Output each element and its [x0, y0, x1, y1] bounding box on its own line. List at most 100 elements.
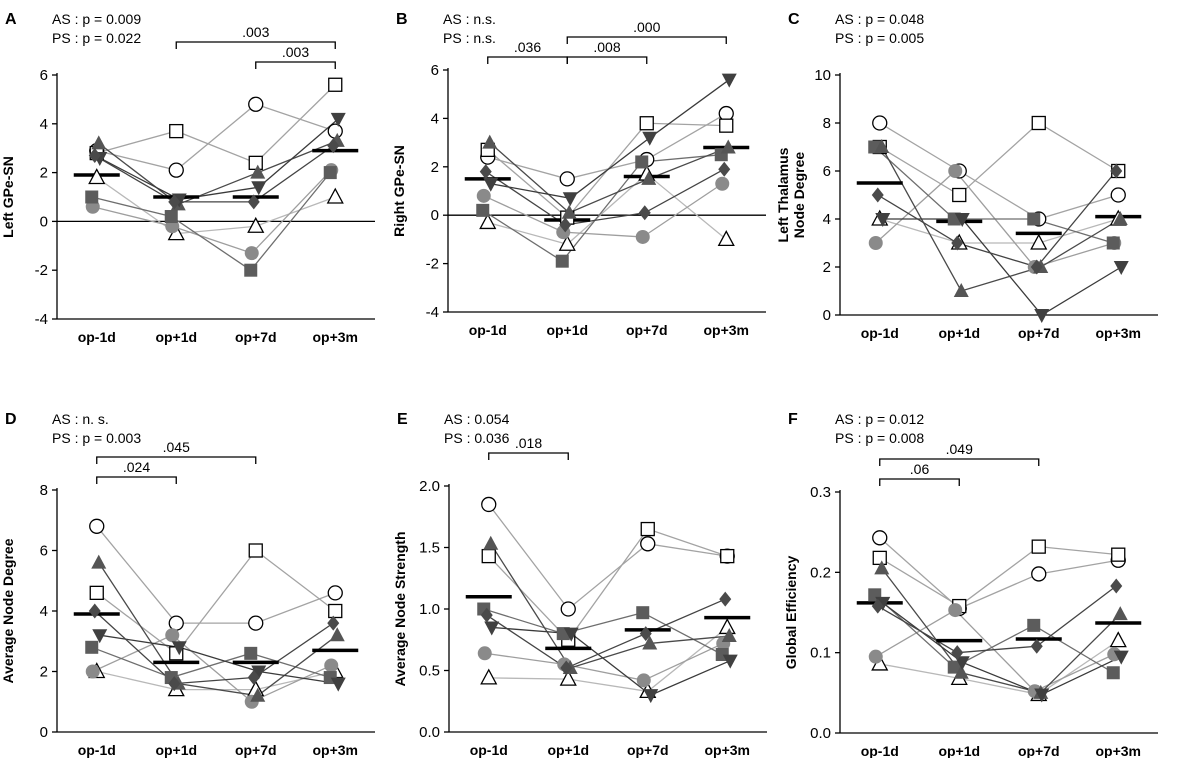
- data-point-open-square: [89, 585, 104, 600]
- x-tick-label: op+7d: [627, 742, 669, 758]
- x-tick-label: op+1d: [155, 329, 197, 345]
- data-point-dark-diamond: [719, 591, 732, 607]
- data-point-dark-diamond: [638, 205, 651, 221]
- panel-d: D AS : n. s. PS : p = 0.003 0 2 4 6 8 op-1d op+1d…: [0, 411, 375, 758]
- series-line-open-circle: [879, 537, 1119, 610]
- data-point-dark-diamond: [247, 194, 260, 210]
- data-point-open-square: [872, 550, 887, 566]
- data-point-dark-inv-triangle: [483, 177, 499, 192]
- series-line-open-square: [488, 528, 728, 641]
- data-point-open-circle: [168, 162, 184, 178]
- series-line-dark-triangle: [98, 140, 338, 206]
- series-line-dark-inv-triangle: [491, 626, 731, 696]
- stat-label: AS : n.s.: [443, 11, 496, 27]
- data-point-dark-inv-triangle: [1113, 650, 1129, 665]
- data-point-grey-circle: [636, 673, 651, 688]
- panel-letter: B: [396, 11, 408, 28]
- data-point-dark-diamond: [1110, 578, 1123, 594]
- panel-letter: E: [397, 411, 408, 428]
- x-tick-label: op+3m: [1095, 743, 1141, 758]
- data-point-open-triangle: [558, 234, 576, 251]
- data-point-dark-square: [635, 155, 649, 169]
- x-tick-label: op+1d: [546, 322, 588, 338]
- data-point-grey-circle: [476, 188, 491, 203]
- data-point-dark-inv-triangle: [1034, 688, 1050, 703]
- series-line-dark-triangle: [881, 567, 1121, 694]
- significance-bracket: [255, 61, 336, 69]
- y-tick-label: 0: [40, 213, 48, 230]
- data-point-dark-inv-triangle: [954, 656, 970, 671]
- data-point-dark-square: [1027, 618, 1041, 632]
- x-tick-label: op+1d: [938, 325, 980, 341]
- data-point-dark-inv-triangle: [1113, 261, 1129, 275]
- data-point-dark-diamond: [168, 194, 181, 210]
- series-line-dark-inv-triangle: [99, 118, 339, 201]
- y-tick-label: 0.2: [810, 564, 831, 581]
- significance-label: .003: [242, 24, 269, 40]
- significance-bracket: [175, 41, 336, 49]
- data-point-open-circle: [560, 601, 576, 617]
- x-tick-label: op+3m: [703, 322, 749, 338]
- y-axis-label: Left Thalamus: [775, 147, 791, 242]
- significance-label: .024: [123, 459, 150, 475]
- y-tick-label: -2: [35, 262, 48, 279]
- y-tick-label: 2.0: [419, 478, 440, 495]
- y-tick-label: 1.5: [419, 540, 440, 557]
- data-point-open-square: [328, 603, 343, 619]
- data-point-open-circle: [872, 115, 888, 131]
- series-line-grey-circle: [92, 169, 332, 254]
- data-point-dark-inv-triangle: [562, 192, 578, 207]
- data-point-dark-square: [636, 606, 650, 620]
- significance-bracket: [96, 476, 177, 484]
- y-tick-label: 0: [431, 207, 439, 224]
- data-point-dark-triangle: [561, 204, 577, 219]
- y-tick-label: 0.0: [419, 724, 440, 741]
- data-point-dark-square: [164, 210, 178, 224]
- series-line-dark-diamond: [877, 585, 1117, 654]
- data-point-dark-diamond: [480, 607, 493, 623]
- data-point-grey-circle: [948, 603, 963, 618]
- x-tick-label: op+3m: [704, 742, 750, 758]
- data-point-dark-inv-triangle: [1034, 309, 1050, 323]
- data-point-grey-circle: [868, 236, 883, 250]
- data-point-dark-diamond: [1110, 163, 1123, 179]
- data-point-dark-triangle: [482, 134, 498, 149]
- data-point-dark-triangle: [250, 687, 266, 702]
- series-line-dark-inv-triangle: [99, 634, 339, 685]
- data-point-dark-square: [323, 166, 337, 180]
- y-tick-label: 2: [40, 664, 48, 681]
- series-line-grey-circle: [484, 642, 724, 682]
- stat-label: PS : p = 0.008: [835, 430, 924, 446]
- series-line-open-triangle: [879, 218, 1119, 244]
- y-tick-label: 6: [40, 543, 48, 560]
- data-point-open-triangle: [1030, 233, 1048, 250]
- significance-label: .06: [910, 461, 930, 477]
- y-tick-label: 4: [40, 603, 48, 620]
- series-line-dark-diamond: [877, 170, 1117, 268]
- y-tick-label: -4: [426, 304, 439, 321]
- data-point-open-triangle: [717, 230, 735, 247]
- x-tick-label: op+7d: [626, 322, 668, 338]
- panel-letter: D: [5, 411, 17, 428]
- data-point-dark-diamond: [560, 660, 573, 676]
- data-point-open-triangle: [1109, 631, 1127, 648]
- data-point-dark-diamond: [1030, 638, 1043, 654]
- data-point-dark-triangle: [250, 164, 266, 179]
- data-point-grey-circle: [948, 164, 963, 178]
- x-tick-label: op+3m: [1095, 325, 1141, 341]
- data-point-dark-diamond: [479, 164, 492, 180]
- y-axis-label: Average Node Strength: [392, 531, 408, 686]
- data-point-dark-diamond: [88, 148, 101, 164]
- data-point-dark-square: [1027, 212, 1041, 226]
- data-point-dark-square: [947, 660, 961, 674]
- data-point-dark-diamond: [871, 598, 884, 614]
- x-tick-label: op+1d: [155, 742, 197, 758]
- data-point-open-square: [952, 187, 967, 203]
- data-point-open-square: [169, 123, 184, 139]
- data-point-dark-diamond: [88, 603, 101, 619]
- stat-label: PS : p = 0.005: [835, 30, 924, 46]
- y-tick-label: 0.3: [810, 484, 831, 501]
- data-point-dark-inv-triangle: [643, 689, 659, 704]
- significance-label: .003: [282, 44, 309, 60]
- x-tick-label: op+7d: [1018, 743, 1060, 758]
